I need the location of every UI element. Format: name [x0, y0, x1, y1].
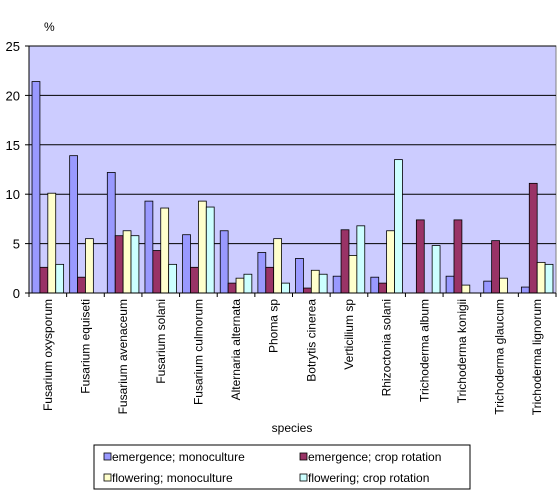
y-tick-label: 10: [6, 187, 20, 202]
bar: [182, 234, 191, 294]
bar: [528, 182, 538, 294]
bar: [257, 252, 267, 294]
y-tick-label: 25: [6, 39, 20, 54]
x-tick-label: Fusarium equiseti: [78, 299, 92, 394]
legend-label: emergence; crop rotation: [308, 450, 441, 464]
bar: [491, 240, 500, 294]
legend-swatch: [103, 473, 112, 482]
bar: [499, 277, 508, 294]
bars: [31, 81, 554, 294]
bar: [356, 225, 366, 294]
bar: [340, 229, 350, 294]
x-tick-label: Alternaria alternata: [229, 299, 243, 401]
bar: [106, 172, 116, 294]
x-tick-label: Trichoderma album: [417, 299, 431, 402]
legend-swatch: [299, 452, 308, 461]
y-axis-title: %: [44, 20, 55, 34]
bar: [160, 207, 170, 294]
bar: [536, 261, 546, 294]
x-tick-label: Fusarium oxysporum: [41, 299, 55, 411]
bar: [453, 219, 463, 294]
bar: [265, 266, 275, 294]
bar: [461, 284, 471, 294]
bar: [281, 282, 290, 294]
bar: [190, 266, 199, 294]
legend-label: flowering; monoculture: [112, 471, 233, 485]
legend-label: flowering; crop rotation: [308, 471, 429, 485]
y-tick-label: 15: [6, 138, 20, 153]
legend-swatch: [103, 452, 112, 461]
bar: [483, 280, 493, 294]
x-axis-title: species: [272, 421, 313, 435]
x-tick-label: Fusarium solani: [154, 299, 168, 384]
legend-box: [93, 444, 471, 490]
bar: [544, 263, 554, 294]
bar: [273, 238, 282, 294]
bar: [386, 230, 395, 294]
y-tick-label: 5: [13, 237, 20, 252]
bar: [431, 245, 441, 294]
bar: [394, 159, 403, 294]
y-tick-label: 20: [6, 88, 20, 103]
bar: [114, 235, 124, 294]
bar: [235, 277, 245, 294]
y-tick-label: 0: [13, 286, 20, 301]
x-tick-label: Trichoderma konigii: [455, 299, 469, 403]
bar: [378, 282, 388, 294]
x-axis: Fusarium oxysporum Fusarium equiseti Fusar…: [28, 292, 557, 415]
bar: [122, 230, 132, 294]
bar: [69, 155, 78, 294]
bar: [130, 235, 140, 294]
bar: [318, 273, 328, 294]
bar: [310, 269, 320, 294]
bar: [332, 275, 342, 294]
x-tick-label: Phoma sp: [267, 299, 281, 353]
y-axis: 0 5 10 15 20 25: [6, 39, 30, 301]
x-tick-label: Fusarium culmorum: [191, 299, 205, 405]
bar: [144, 200, 154, 294]
bar: [197, 200, 207, 294]
bar: [205, 206, 215, 294]
bar: [370, 276, 380, 294]
x-tick-label: Botrytis cinerea: [304, 299, 318, 382]
x-tick-label: Rhizoctonia solani: [380, 299, 394, 396]
bar: [348, 255, 358, 294]
bar: [303, 287, 312, 294]
bar: [415, 219, 425, 294]
x-tick-label: Fusarium avenaceum: [116, 299, 130, 414]
x-tick-label: Trichoderma lignorum: [530, 299, 544, 415]
bar: [295, 258, 304, 294]
bar: [39, 266, 49, 294]
bar: [31, 81, 41, 294]
legend-label: emergence; monoculture: [112, 450, 245, 464]
legend-swatch: [299, 473, 308, 482]
bar: [77, 276, 86, 294]
bar: [47, 192, 57, 294]
bar: [520, 286, 530, 294]
bar: [227, 282, 237, 294]
bar: [152, 250, 162, 294]
bar: [243, 273, 253, 294]
bar: [168, 263, 177, 294]
x-tick-label: Trichoderma glaucum: [493, 299, 507, 415]
x-tick-label: Verticilium sp: [342, 299, 356, 370]
bar: [55, 263, 65, 294]
legend: emergence; monoculture emergence; crop ro…: [93, 444, 471, 490]
bar: [85, 238, 94, 294]
bar: [445, 275, 455, 294]
bar: [219, 230, 229, 294]
